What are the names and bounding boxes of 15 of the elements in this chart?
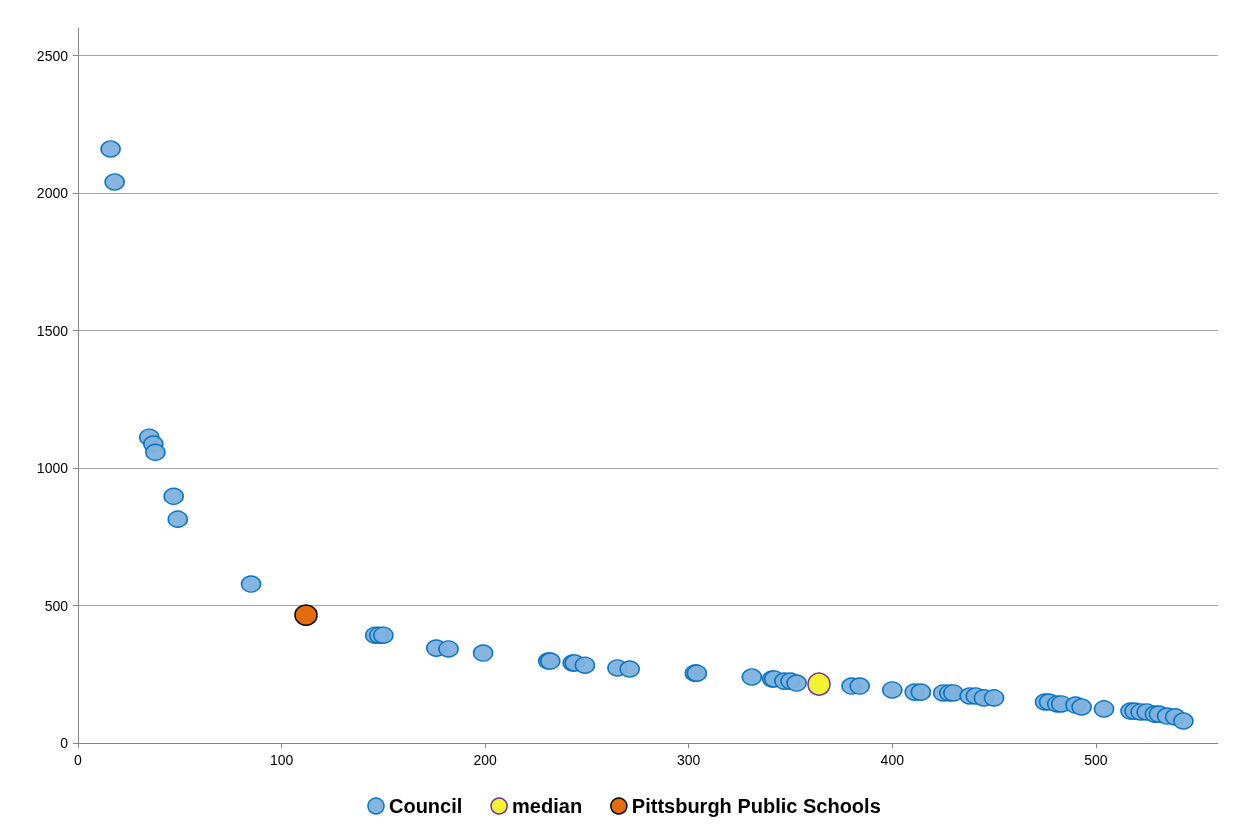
legend-label: Pittsburgh Public Schools [631,795,881,817]
y-tick-label: 2000 [36,185,69,201]
y-tick-label: 500 [44,597,69,614]
x-tick-label: 300 [677,752,701,768]
x-tick-label: 500 [1084,752,1108,768]
y-tick-label: 1000 [36,460,69,476]
legend-label: median [512,795,583,817]
y-tick-label: 2500 [36,47,69,64]
x-tick-label: 200 [473,752,498,768]
x-tick-label: 0 [74,752,83,768]
y-tick-label: 0 [60,735,69,751]
y-tick-label: 1500 [36,322,69,339]
legend-label: Council [389,795,463,817]
x-tick-label: 100 [269,752,294,768]
x-tick-label: 400 [880,752,905,768]
